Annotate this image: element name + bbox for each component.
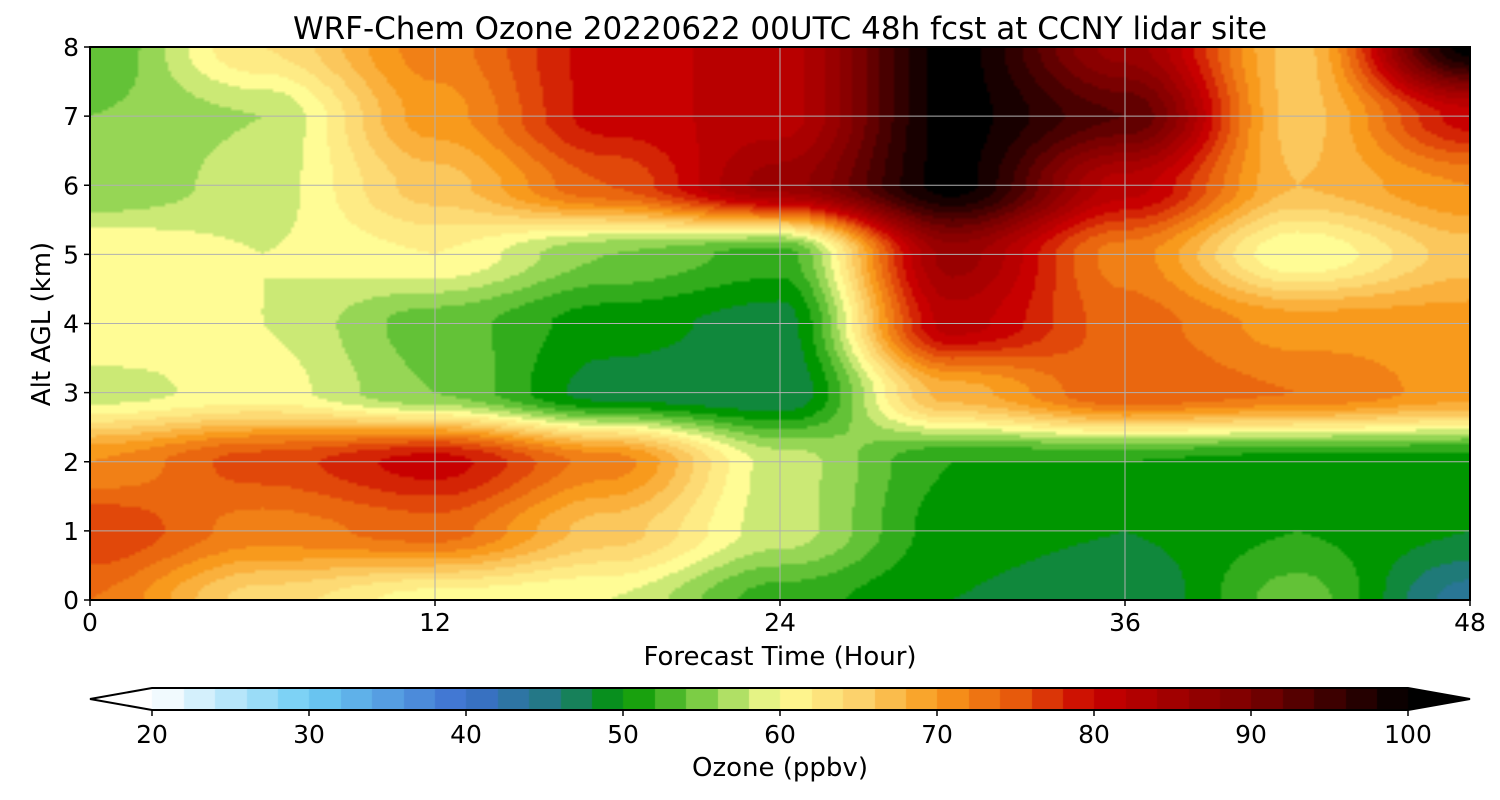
- x-tick-label: 24: [764, 608, 796, 637]
- y-tick-label: 5: [63, 240, 79, 269]
- y-axis-label: Alt AGL (km): [27, 242, 57, 406]
- colorbar-tick-label: 40: [450, 720, 482, 749]
- x-tick-label: 48: [1454, 608, 1486, 637]
- x-axis-label: Forecast Time (Hour): [643, 642, 916, 672]
- x-tick-label: 0: [82, 608, 98, 637]
- y-tick-label: 6: [63, 171, 79, 200]
- colorbar-tick-label: 90: [1235, 720, 1267, 749]
- colorbar-tick-label: 60: [764, 720, 796, 749]
- y-tick-label: 0: [63, 586, 79, 615]
- y-tick-label: 2: [63, 448, 79, 477]
- y-axis-ticks: 0 1 2 3 4 5 6 7 8: [63, 33, 90, 615]
- colorbar: 20 30 40 50 60 70 80 90 100 Ozone (ppbv): [89, 687, 1471, 783]
- y-tick-label: 3: [63, 379, 79, 408]
- colorbar-tick-label: 30: [293, 720, 325, 749]
- colorbar-tick-label: 50: [607, 720, 639, 749]
- y-tick-label: 4: [63, 310, 79, 339]
- x-tick-label: 12: [419, 608, 451, 637]
- y-tick-label: 8: [63, 33, 79, 62]
- colorbar-tick-label: 20: [136, 720, 168, 749]
- x-axis-ticks: 0 12 24 36 48: [82, 600, 1486, 637]
- x-tick-label: 36: [1109, 608, 1141, 637]
- colorbar-ticks: 20 30 40 50 60 70 80 90 100: [136, 710, 1432, 749]
- y-tick-label: 7: [63, 102, 79, 131]
- colorbar-tick-label: 100: [1384, 720, 1432, 749]
- colorbar-label: Ozone (ppbv): [692, 753, 868, 783]
- chart-title: WRF-Chem Ozone 20220622 00UTC 48h fcst a…: [293, 11, 1267, 47]
- colorbar-tick-label: 70: [921, 720, 953, 749]
- colorbar-tick-label: 80: [1078, 720, 1110, 749]
- y-tick-label: 1: [63, 517, 79, 546]
